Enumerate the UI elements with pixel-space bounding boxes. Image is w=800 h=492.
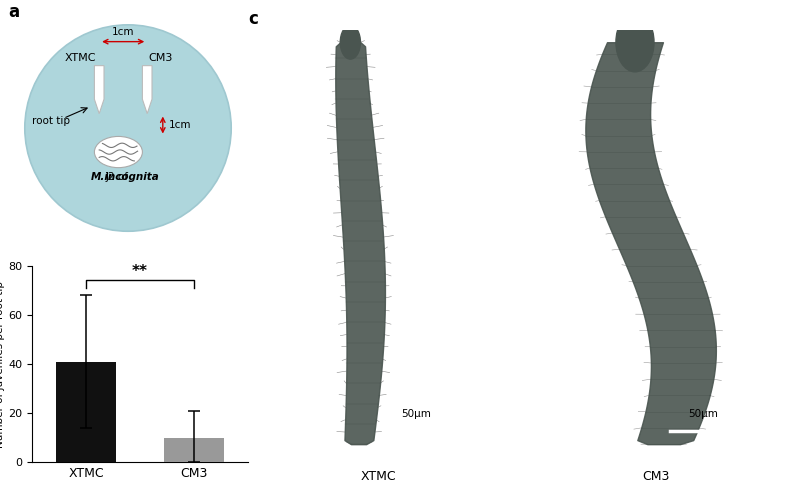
Text: **: ** (132, 264, 148, 279)
Bar (56, 362, 116, 462)
Polygon shape (94, 65, 104, 114)
Polygon shape (142, 65, 152, 114)
Bar (164, 438, 224, 462)
Circle shape (340, 25, 361, 59)
Text: J2 of: J2 of (106, 172, 131, 183)
Text: 1cm: 1cm (112, 27, 134, 37)
Text: XTMC: XTMC (360, 469, 396, 483)
Text: root tip: root tip (32, 116, 70, 126)
Ellipse shape (94, 136, 142, 168)
Text: 1cm: 1cm (169, 120, 191, 130)
Text: 50μm: 50μm (401, 409, 430, 419)
Circle shape (25, 25, 231, 231)
Circle shape (616, 13, 654, 72)
Text: 50μm: 50μm (689, 409, 718, 419)
Text: CM3: CM3 (148, 53, 173, 63)
Text: XTMC: XTMC (64, 53, 96, 63)
Text: a: a (8, 3, 19, 21)
Text: c: c (248, 10, 258, 28)
Text: M.incognita: M.incognita (91, 172, 160, 183)
Y-axis label: Number of Juveniles per root tip: Number of Juveniles per root tip (0, 280, 6, 448)
Text: CM3: CM3 (642, 469, 670, 483)
